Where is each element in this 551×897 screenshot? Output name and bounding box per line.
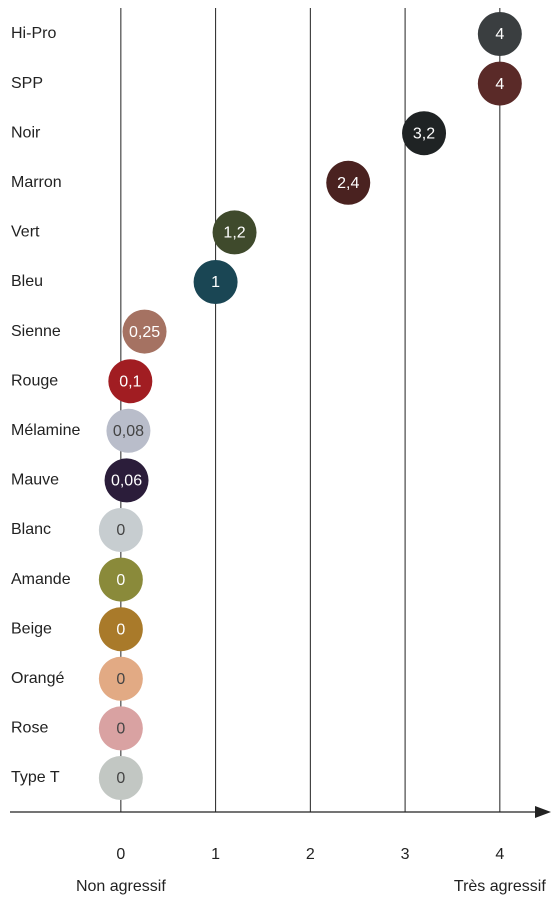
data-label: 1,2 [223, 225, 245, 242]
data-label: 0,08 [113, 423, 144, 440]
y-category-label: Bleu [11, 273, 43, 290]
data-label: 0 [116, 522, 125, 539]
chart: 0 1 2 3 4 Non agressif Très agressif Hi-Pro 4 SPP… [0, 0, 551, 897]
y-category-label: Noir [11, 124, 41, 141]
data-label: 0 [116, 721, 125, 738]
data-label: 4 [495, 76, 504, 93]
annotation: Non agressif [76, 878, 166, 895]
x-tick-label: 1 [211, 846, 220, 863]
y-category-label: Hi-Pro [11, 25, 56, 42]
y-category-label: Mauve [11, 472, 59, 489]
y-category-label: Amande [11, 571, 71, 588]
y-category-label: Blanc [11, 521, 51, 538]
y-category-label: SPP [11, 75, 43, 92]
data-label: 3,2 [413, 125, 435, 142]
y-category-label: Sienne [11, 323, 61, 340]
data-label: 0 [116, 770, 125, 787]
x-tick-label: 4 [495, 846, 504, 863]
data-label: 2,4 [337, 175, 359, 192]
y-category-label: Mélamine [11, 422, 80, 439]
data-label: 4 [495, 26, 504, 43]
y-category-label: Vert [11, 224, 40, 241]
data-label: 0 [116, 621, 125, 638]
data-label: 0 [116, 572, 125, 589]
y-category-label: Rose [11, 720, 48, 737]
data-label: 0,1 [119, 373, 141, 390]
y-category-label: Rouge [11, 372, 58, 389]
axis-arrow [535, 806, 551, 818]
y-category-label: Beige [11, 620, 52, 637]
x-tick-label: 2 [306, 846, 315, 863]
data-label: 0 [116, 671, 125, 688]
annotation: Très agressif [454, 878, 546, 895]
data-label: 0,25 [129, 324, 160, 341]
x-tick-label: 0 [116, 846, 125, 863]
data-label: 1 [211, 274, 220, 291]
y-category-label: Marron [11, 174, 62, 191]
y-category-label: Orangé [11, 670, 64, 687]
x-tick-label: 3 [401, 846, 410, 863]
data-label: 0,06 [111, 473, 142, 490]
y-category-label: Type T [11, 769, 60, 786]
